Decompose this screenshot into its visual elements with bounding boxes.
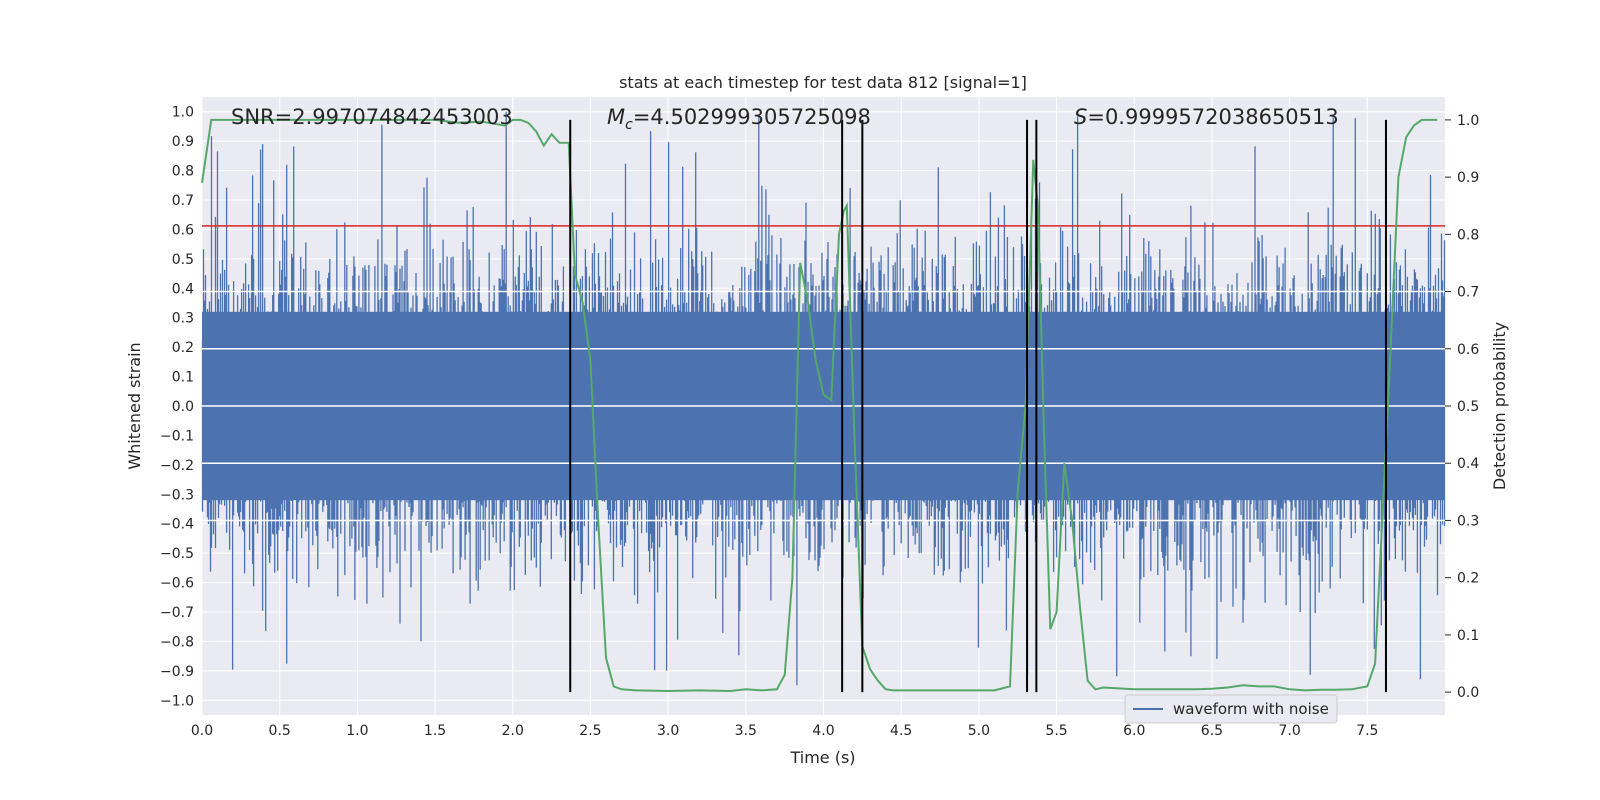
detection-probability-line xyxy=(201,118,1438,693)
legend: waveform with noise xyxy=(1124,694,1338,724)
s-value: =0.9999572038650513 xyxy=(1087,105,1338,129)
right-tick-label: 0.0 xyxy=(1457,685,1479,701)
left-tick-label: −0.9 xyxy=(160,664,194,680)
x-tick-label: 4.0 xyxy=(812,723,834,739)
x-tick-label: 6.5 xyxy=(1201,723,1223,739)
x-tick-label: 7.0 xyxy=(1278,723,1300,739)
right-axis-ticks: 1.0 0.9 0.8 0.7 0.6 0.5 0.4 0.3 0.2 0.1 0.0 xyxy=(1445,113,1479,701)
left-tick-label: −0.1 xyxy=(160,428,194,444)
left-axis-ticks: 1.0 0.9 0.8 0.7 0.6 0.5 0.4 0.3 0.2 0.1 0.0 −0.1 −0.… xyxy=(160,105,194,710)
chirp-mass-annotation: Mc=4.502999305725098 xyxy=(607,105,871,133)
right-tick-label: 0.2 xyxy=(1457,571,1479,587)
left-tick-label: 0.9 xyxy=(172,134,194,150)
x-tick-label: 2.5 xyxy=(579,723,601,739)
x-tick-label: 4.5 xyxy=(890,723,912,739)
x-tick-label: 5.5 xyxy=(1045,723,1067,739)
left-tick-label: 0.5 xyxy=(172,252,194,268)
right-tick-label: 0.9 xyxy=(1457,170,1479,186)
snr-annotation: SNR=2.997074842453003 xyxy=(231,105,513,129)
left-tick-label: 0.0 xyxy=(172,399,194,415)
right-tick-label: 0.8 xyxy=(1457,227,1479,243)
x-tick-label: 1.5 xyxy=(424,723,446,739)
right-tick-label: 0.1 xyxy=(1457,628,1479,644)
x-tick-label: 0.5 xyxy=(269,723,291,739)
right-tick-label: 0.3 xyxy=(1457,513,1479,529)
x-axis-label: Time (s) xyxy=(789,748,855,767)
left-tick-label: −1.0 xyxy=(160,693,194,709)
left-axis-label: Whitened strain xyxy=(125,342,144,469)
left-tick-label: 0.4 xyxy=(172,281,194,297)
left-tick-label: 0.6 xyxy=(172,222,194,238)
left-tick-label: −0.6 xyxy=(160,576,194,592)
s-annotation: S=0.9999572038650513 xyxy=(1074,105,1339,129)
left-tick-label: 0.7 xyxy=(172,193,194,209)
legend-box xyxy=(1124,694,1338,724)
left-tick-label: −0.2 xyxy=(160,458,194,474)
x-tick-label: 3.0 xyxy=(657,723,679,739)
left-tick-label: −0.8 xyxy=(160,634,194,650)
left-tick-label: 1.0 xyxy=(172,105,194,121)
right-tick-label: 0.6 xyxy=(1457,342,1479,358)
chirp-mass-symbol: M xyxy=(607,105,625,129)
left-tick-label: −0.5 xyxy=(160,546,194,562)
x-tick-label: 1.0 xyxy=(346,723,368,739)
x-tick-label: 2.0 xyxy=(502,723,524,739)
left-tick-label: −0.4 xyxy=(160,517,194,533)
x-tick-label: 0.0 xyxy=(191,723,213,739)
x-tick-label: 3.5 xyxy=(735,723,757,739)
x-axis-ticks: 0.0 0.5 1.0 1.5 2.0 2.5 3.0 3.5 4.0 4.5 5.0 5.5 6.0 6… xyxy=(191,723,1379,739)
x-tick-label: 5.0 xyxy=(968,723,990,739)
chirp-mass-value: =4.502999305725098 xyxy=(633,105,871,129)
right-axis-label: Detection probability xyxy=(1490,322,1509,490)
left-tick-label: −0.7 xyxy=(160,605,194,621)
x-tick-label: 7.5 xyxy=(1356,723,1378,739)
right-tick-label: 0.5 xyxy=(1457,399,1479,415)
x-tick-label: 6.0 xyxy=(1123,723,1145,739)
left-tick-label: 0.3 xyxy=(172,311,194,327)
chart-title: stats at each timestep for test data 812… xyxy=(619,73,1027,92)
left-tick-label: 0.2 xyxy=(172,340,194,356)
right-grid-lines xyxy=(202,290,1445,522)
left-tick-label: 0.1 xyxy=(172,370,194,386)
right-tick-label: 0.7 xyxy=(1457,285,1479,301)
s-symbol: S xyxy=(1074,105,1087,129)
right-tick-label: 0.4 xyxy=(1457,456,1479,472)
left-tick-label: 0.8 xyxy=(172,164,194,180)
chirp-mass-subscript: c xyxy=(625,117,633,133)
right-tick-label: 1.0 xyxy=(1457,113,1479,129)
vertical-markers xyxy=(569,119,1387,693)
legend-label: waveform with noise xyxy=(1173,700,1329,718)
left-tick-label: −0.3 xyxy=(160,487,194,503)
